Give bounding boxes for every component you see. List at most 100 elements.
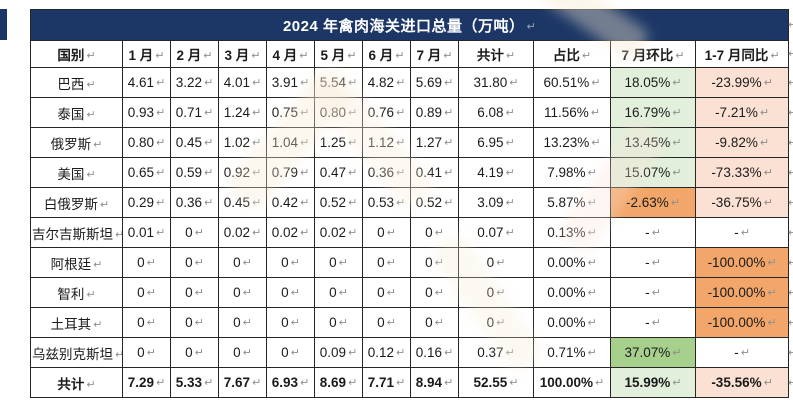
value-cell: -100.00% ↵ <box>694 247 790 278</box>
value-cell: - ↵ <box>694 337 790 368</box>
value-cell: 0 ↵ <box>122 307 171 338</box>
value-cell: 0 ↵ <box>170 307 219 338</box>
country-cell: 白俄罗斯 ↵ <box>30 187 123 218</box>
country-cell: 智利 ↵ <box>30 277 123 308</box>
value-cell: 0.37 ↵ <box>458 337 534 368</box>
value-cell: 0.80 ↵ <box>314 97 363 128</box>
value-cell: -35.56% ↵ <box>694 367 790 398</box>
value-cell: 7.29 ↵ <box>122 367 171 398</box>
country-cell: 巴西 ↵ <box>30 67 123 98</box>
value-cell: 0.52 ↵ <box>314 187 363 218</box>
value-cell: -7.21% ↵ <box>694 97 790 128</box>
line-break-mark: ↵ <box>788 375 793 389</box>
value-cell: 0.12 ↵ <box>362 337 411 368</box>
import-totals-table: 2024 年禽肉海关进口总量（万吨） ↵ 国别 ↵ 1 月 ↵ 2 月 ↵ 3 月 ↵ 4 月 ↵ 5… <box>29 9 790 398</box>
column-header-10: 7 月环比 ↵ <box>610 40 696 68</box>
column-header-3: 3 月 ↵ <box>218 40 267 68</box>
value-cell: 1.12 ↵ <box>362 127 411 158</box>
country-cell: 共计 ↵ <box>30 367 123 398</box>
table-row: 共计 ↵ 7.29 ↵ 5.33 ↵ 7.67 ↵ 6.93 ↵ 8.69 ↵ 7.71 ↵ 8.94 ↵ 52… <box>30 367 790 398</box>
value-cell: 0 ↵ <box>410 217 459 248</box>
value-cell: 0 ↵ <box>410 307 459 338</box>
table-row: 巴西 ↵ 4.61 ↵ 3.22 ↵ 4.01 ↵ 3.91 ↵ 5.54 ↵ 4.82 ↵ 5.69 ↵ 31… <box>30 67 790 98</box>
value-cell: 0.36 ↵ <box>170 187 219 218</box>
value-cell: 0.09 ↵ <box>314 337 363 368</box>
title-row: 2024 年禽肉海关进口总量（万吨） ↵ <box>29 9 790 41</box>
value-cell: -36.75% ↵ <box>694 187 790 218</box>
page-edge-artifact <box>0 9 7 40</box>
column-header-4: 4 月 ↵ <box>266 40 315 68</box>
value-cell: 0.01 ↵ <box>122 217 171 248</box>
value-cell: 0 ↵ <box>170 247 219 278</box>
value-cell: 31.80 ↵ <box>458 67 534 98</box>
value-cell: 18.05% ↵ <box>610 67 696 98</box>
value-cell: 0.02 ↵ <box>218 217 267 248</box>
value-cell: 0 ↵ <box>218 307 267 338</box>
value-cell: 0 ↵ <box>314 307 363 338</box>
table-row: 阿根廷 ↵ 0 ↵ 0 ↵ 0 ↵ 0 ↵ 0 ↵ 0 ↵ 0 ↵ 0 ↵ 0.00% ↵ - ↵ -100.00% ↵ <box>30 247 790 278</box>
value-cell: 37.07% ↵ <box>610 337 696 368</box>
country-cell: 土耳其 ↵ <box>30 307 123 338</box>
value-cell: 0.42 ↵ <box>266 187 315 218</box>
value-cell: -23.99% ↵ <box>694 67 790 98</box>
value-cell: - ↵ <box>610 217 696 248</box>
table-row: 吉尔吉斯斯坦↵0.01↵0↵0.02↵0.02↵0.02↵0↵0↵0.07↵0.… <box>30 217 790 248</box>
column-header-6: 6 月 ↵ <box>362 40 411 68</box>
value-cell: 0 ↵ <box>122 277 171 308</box>
value-cell: 0 ↵ <box>266 337 315 368</box>
value-cell: 0.00% ↵ <box>533 277 611 308</box>
value-cell: -9.82% ↵ <box>694 127 790 158</box>
value-cell: 0.93 ↵ <box>122 97 171 128</box>
value-cell: 0 ↵ <box>122 247 171 278</box>
value-cell: 0 ↵ <box>362 277 411 308</box>
value-cell: - ↵ <box>610 247 696 278</box>
value-cell: 0 ↵ <box>266 277 315 308</box>
value-cell: 0.47 ↵ <box>314 157 363 188</box>
value-cell: 1.25 ↵ <box>314 127 363 158</box>
value-cell: 0.45 ↵ <box>170 127 219 158</box>
value-cell: 4.19 ↵ <box>458 157 534 188</box>
value-cell: 0 ↵ <box>362 307 411 338</box>
header-row: 国别 ↵ 1 月 ↵ 2 月 ↵ 3 月 ↵ 4 月 ↵ 5 月 ↵ 6 月 ↵ 7 月 ↵ 共计 ↵ 占比 ↵ 7 月… <box>30 40 790 68</box>
value-cell: 0.00% ↵ <box>533 307 611 338</box>
value-cell: 0.79 ↵ <box>266 157 315 188</box>
table-row: 智利 ↵ 0 ↵ 0 ↵ 0 ↵ 0 ↵ 0 ↵ 0 ↵ 0 ↵ 0 ↵ 0.00% ↵ - ↵ -100.00% ↵ <box>30 277 790 308</box>
line-break-mark: ↵ <box>788 75 793 89</box>
value-cell: 0 ↵ <box>170 217 219 248</box>
value-cell: -100.00% ↵ <box>694 307 790 338</box>
value-cell: 52.55 ↵ <box>458 367 534 398</box>
value-cell: 0.75 ↵ <box>266 97 315 128</box>
value-cell: 6.93 ↵ <box>266 367 315 398</box>
country-cell: 俄罗斯 ↵ <box>30 127 123 158</box>
table-title: 2024 年禽肉海关进口总量（万吨） ↵ <box>29 9 790 41</box>
value-cell: 7.98% ↵ <box>533 157 611 188</box>
value-cell: 3.91 ↵ <box>266 67 315 98</box>
line-break-mark: ↵ <box>788 135 793 149</box>
value-cell: 5.33 ↵ <box>170 367 219 398</box>
value-cell: - ↵ <box>694 217 790 248</box>
value-cell: 0 ↵ <box>458 247 534 278</box>
value-cell: 100.00% ↵ <box>533 367 611 398</box>
value-cell: 0.29 ↵ <box>122 187 171 218</box>
value-cell: 0 ↵ <box>218 247 267 278</box>
line-break-mark: ↵ <box>788 105 793 119</box>
column-header-7: 7 月 ↵ <box>410 40 459 68</box>
value-cell: 4.01 ↵ <box>218 67 267 98</box>
value-cell: 16.79% ↵ <box>610 97 696 128</box>
country-cell: 阿根廷 ↵ <box>30 247 123 278</box>
value-cell: 8.69 ↵ <box>314 367 363 398</box>
value-cell: 1.02 ↵ <box>218 127 267 158</box>
value-cell: 0 ↵ <box>410 277 459 308</box>
value-cell: 0.53 ↵ <box>362 187 411 218</box>
table-row: 乌兹别克斯坦↵0↵0↵0↵0↵0.09↵0.12↵0.16↵0.37↵0.71%… <box>30 337 790 368</box>
value-cell: 0.13% ↵ <box>533 217 611 248</box>
value-cell: 4.61 ↵ <box>122 67 171 98</box>
value-cell: 0.02 ↵ <box>266 217 315 248</box>
value-cell: 0.59 ↵ <box>170 157 219 188</box>
table-row: 泰国 ↵ 0.93 ↵ 0.71 ↵ 1.24 ↵ 0.75 ↵ 0.80 ↵ 0.76 ↵ 0.89 ↵ 6.… <box>30 97 790 128</box>
value-cell: 0 ↵ <box>314 247 363 278</box>
value-cell: 0 ↵ <box>362 247 411 278</box>
value-cell: 0.92 ↵ <box>218 157 267 188</box>
value-cell: 0.16 ↵ <box>410 337 459 368</box>
value-cell: 0.07 ↵ <box>458 217 534 248</box>
